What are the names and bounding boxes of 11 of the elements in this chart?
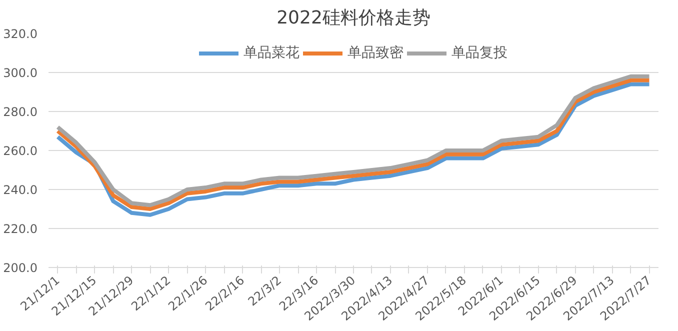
y-tick-label: 280.0 (3, 105, 38, 119)
y-tick-label: 200.0 (3, 261, 38, 275)
y-tick-label: 240.0 (3, 183, 38, 197)
y-tick-label: 320.0 (3, 27, 38, 41)
legend-label: 单品致密 (348, 44, 404, 62)
legend-label: 单品复投 (452, 44, 508, 62)
y-tick-label: 220.0 (3, 222, 38, 236)
legend-label: 单品菜花 (244, 44, 300, 62)
y-tick-label: 260.0 (3, 144, 38, 158)
chart-title: 2022硅料价格走势 (276, 8, 430, 28)
y-tick-label: 300.0 (3, 66, 38, 80)
